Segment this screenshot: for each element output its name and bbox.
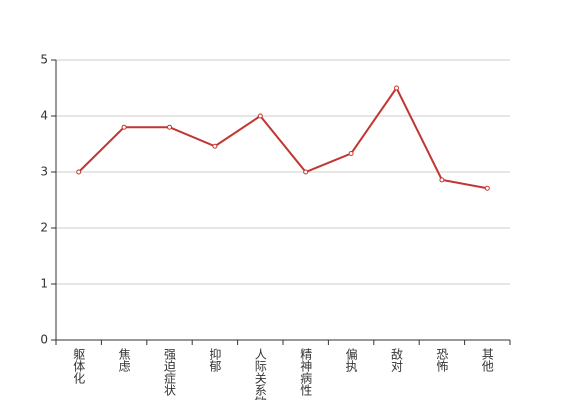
line <box>77 86 488 190</box>
y-tick-label: 0 <box>40 333 48 347</box>
y-tick-label: 1 <box>40 277 48 291</box>
x-tick-label: 恐怖 <box>435 348 449 372</box>
point <box>257 113 263 119</box>
x-tick-label: 偏执 <box>344 347 358 373</box>
point <box>348 151 354 157</box>
x-tick-label: 躯体化 <box>72 347 86 385</box>
point <box>439 177 445 183</box>
y-tick-label: 3 <box>40 165 48 179</box>
y-tick-label: 2 <box>40 221 48 235</box>
point <box>212 143 218 149</box>
x-tick-label: 抑郁 <box>208 347 222 373</box>
x-tick-label: 人际关系敏感 <box>253 348 267 400</box>
point <box>76 169 82 175</box>
x-tick-label: 敌对 <box>390 347 404 372</box>
y-tick-label: 4 <box>40 109 48 123</box>
point <box>394 85 399 91</box>
y-tick-label: 5 <box>40 53 48 67</box>
x-tick-label: 强迫症状 <box>163 348 177 396</box>
point <box>484 185 490 191</box>
point <box>167 124 172 130</box>
x-tick-label: 精神病性 <box>299 348 313 397</box>
point <box>303 169 309 175</box>
point <box>121 124 127 130</box>
x-tick-label: 焦虑 <box>117 348 131 372</box>
x-tick-label: 其他 <box>480 348 494 372</box>
